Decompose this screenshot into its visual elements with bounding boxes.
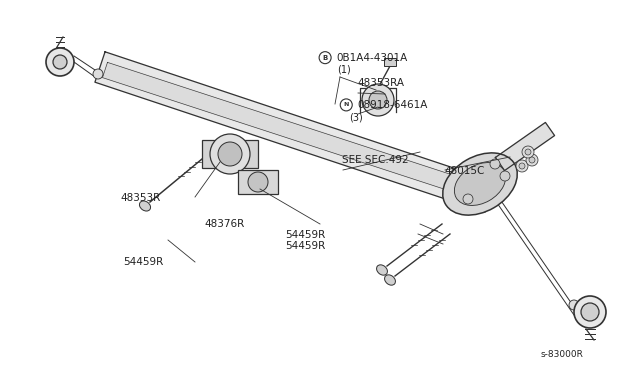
Ellipse shape [443,153,517,215]
Text: SEE SEC.492: SEE SEC.492 [342,155,409,165]
Text: 48015C: 48015C [445,166,485,176]
Circle shape [525,149,531,155]
Ellipse shape [385,275,396,285]
Text: B: B [323,55,328,61]
Circle shape [248,172,268,192]
Circle shape [362,84,394,116]
Polygon shape [102,62,488,202]
Circle shape [529,157,535,163]
Polygon shape [495,122,555,170]
Circle shape [218,142,242,166]
Ellipse shape [454,163,506,205]
Circle shape [526,154,538,166]
FancyBboxPatch shape [238,170,278,194]
Circle shape [210,134,250,174]
Text: (1): (1) [337,65,351,75]
FancyBboxPatch shape [202,140,258,168]
Ellipse shape [376,265,387,275]
Text: 0B1A4-4301A: 0B1A4-4301A [336,53,407,62]
Text: 08918-6461A: 08918-6461A [357,100,428,110]
Circle shape [574,296,606,328]
Circle shape [569,300,579,310]
Text: N: N [344,102,349,108]
Circle shape [516,160,528,172]
Polygon shape [95,52,495,212]
Circle shape [369,91,387,109]
Ellipse shape [140,201,150,211]
Circle shape [500,171,510,181]
Circle shape [490,191,500,201]
Text: s-83000R: s-83000R [541,350,584,359]
Text: (3): (3) [349,112,362,122]
Circle shape [46,48,74,76]
Text: 48376R: 48376R [205,219,245,229]
Circle shape [522,146,534,158]
Circle shape [53,55,67,69]
Circle shape [93,69,103,79]
Circle shape [519,163,525,169]
Circle shape [581,303,599,321]
Circle shape [490,159,500,169]
Text: 54459R: 54459R [285,230,325,240]
Text: 54459R: 54459R [285,241,325,250]
FancyBboxPatch shape [384,58,396,66]
Text: 54459R: 54459R [124,257,164,267]
Text: 48353RA: 48353RA [357,78,404,87]
Circle shape [463,194,473,204]
Text: 48353R: 48353R [120,193,161,203]
